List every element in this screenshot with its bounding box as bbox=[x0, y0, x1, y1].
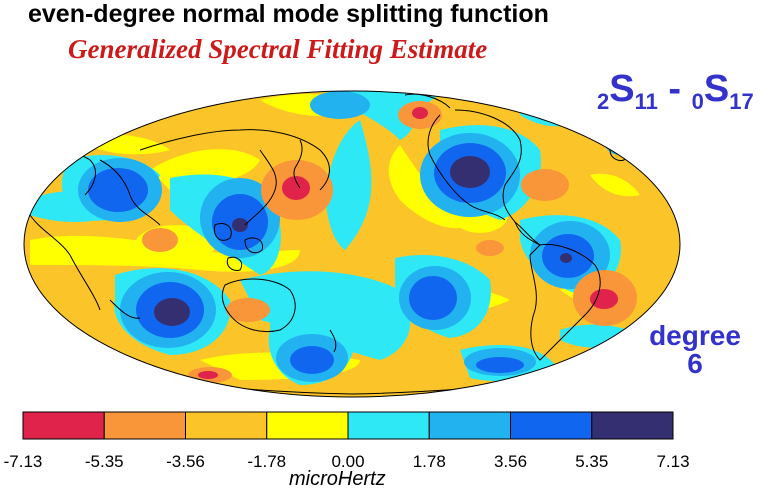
colorbar-swatch bbox=[428, 411, 511, 440]
mode-right-letter: S bbox=[703, 68, 730, 110]
map-outline bbox=[23, 90, 681, 398]
colorbar-swatch bbox=[266, 411, 349, 440]
colorbar-swatch bbox=[22, 411, 105, 440]
colorbar-swatch bbox=[103, 411, 186, 440]
colorbar-tick-label: -5.35 bbox=[84, 452, 124, 471]
map-subtitle: Generalized Spectral Fitting Estimate bbox=[68, 34, 488, 64]
degree-value: 6 bbox=[687, 348, 703, 379]
colorbar-tick-label: -3.56 bbox=[166, 452, 205, 471]
colorbar-tick-label: 0.00 bbox=[331, 452, 365, 471]
mode-right-overtone: 0 bbox=[691, 89, 704, 114]
mode-label: 2S11 - 0S17 bbox=[597, 68, 783, 148]
mode-left-overtone: 2 bbox=[597, 89, 610, 114]
colorbar-unit: microHertz bbox=[289, 468, 386, 490]
mode-separator: - bbox=[657, 68, 692, 110]
colorbar-tick-label: 5.35 bbox=[575, 452, 609, 471]
degree-label: degree 6 bbox=[630, 322, 760, 378]
colorbar-tick-label: -7.13 bbox=[3, 452, 43, 471]
colorbar-tick-label: 1.78 bbox=[412, 452, 446, 471]
map-field bbox=[24, 91, 680, 397]
degree-word: degree bbox=[649, 320, 741, 351]
mode-left-letter: S bbox=[609, 68, 635, 110]
colorbar bbox=[22, 411, 674, 440]
colorbar-swatch bbox=[510, 411, 593, 440]
colorbar-tick-label: 7.13 bbox=[656, 452, 690, 471]
colorbar-swatch bbox=[347, 411, 430, 440]
mode-left-degree: 11 bbox=[634, 89, 658, 114]
mode-right-degree: 17 bbox=[729, 89, 754, 114]
map-title: even-degree normal mode splitting functi… bbox=[28, 0, 549, 28]
colorbar-tick-label: -1.78 bbox=[247, 452, 287, 471]
red-anomalies bbox=[198, 107, 618, 379]
colorbar-swatch bbox=[591, 411, 674, 440]
colorbar-tick-label: 3.56 bbox=[493, 452, 528, 471]
max-positive-anomalies bbox=[154, 156, 572, 326]
colorbar-swatch bbox=[185, 411, 268, 440]
